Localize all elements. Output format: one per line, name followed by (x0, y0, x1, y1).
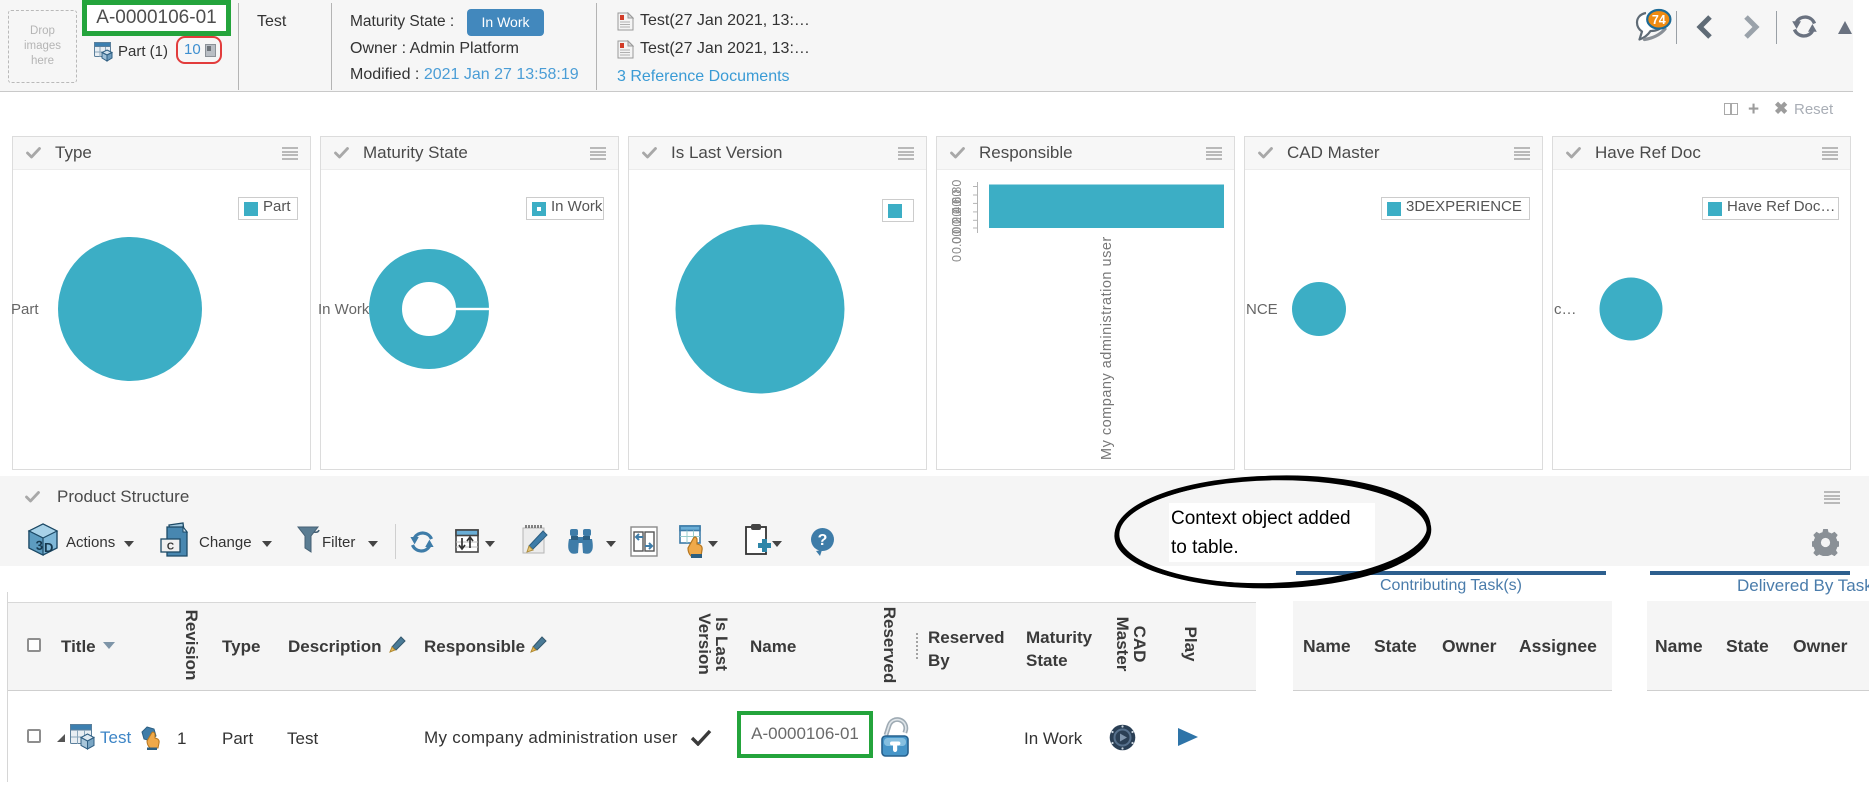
svg-text:0.20: 0.20 (950, 210, 964, 234)
svg-text:0.40: 0.40 (950, 200, 964, 224)
svg-text:C: C (167, 542, 174, 553)
svg-text:D: D (44, 540, 53, 555)
svg-text:0.00: 0.00 (950, 220, 964, 244)
svg-text:My company administration user: My company administration user (1099, 236, 1115, 460)
svg-text:0.60: 0.60 (950, 190, 964, 214)
svg-text:0: 0 (950, 255, 964, 262)
svg-text:0.80: 0.80 (950, 180, 964, 204)
svg-text:3: 3 (35, 538, 43, 553)
svg-text:74: 74 (1652, 13, 1666, 27)
svg-text:0.00: 0.00 (950, 230, 964, 254)
svg-text:?: ? (818, 532, 828, 549)
